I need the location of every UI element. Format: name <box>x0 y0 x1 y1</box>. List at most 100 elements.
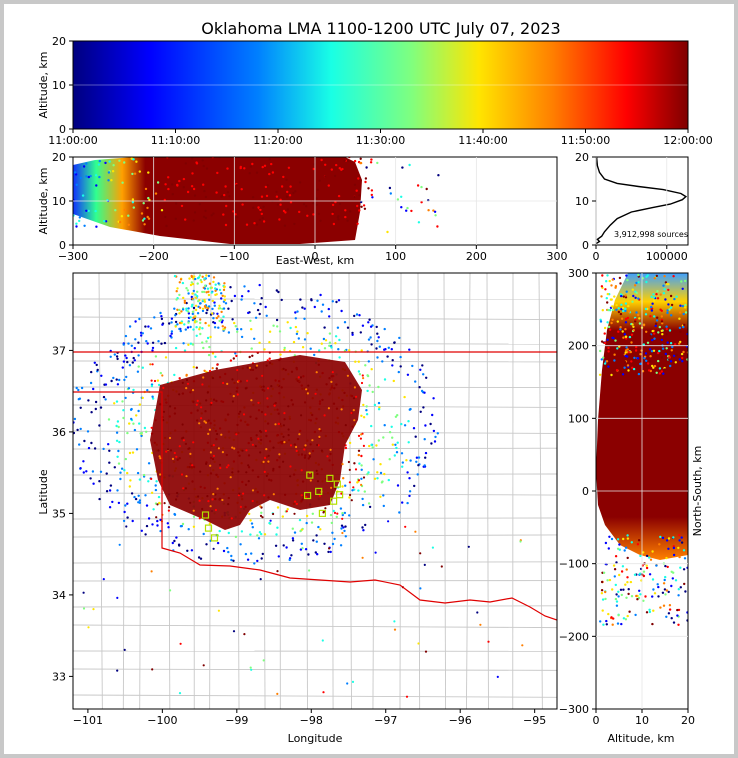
north-south-source-point <box>633 356 636 360</box>
east-west-source-point <box>286 208 289 211</box>
plan-view-xtick-label: −101 <box>73 714 103 727</box>
map-source-point <box>146 389 149 392</box>
map-source-point <box>230 558 233 562</box>
map-source-point <box>365 409 368 412</box>
map-source-point <box>337 348 340 351</box>
north-south-source-point <box>658 349 661 353</box>
east-west-source-point <box>236 216 239 219</box>
map-source-point <box>357 370 361 373</box>
north-south-source-point <box>647 369 651 372</box>
north-south-source-point <box>654 324 657 328</box>
east-west-source-point <box>271 171 275 174</box>
north-south-source-point <box>600 358 603 361</box>
map-source-point <box>218 319 221 323</box>
map-source-point <box>344 535 347 538</box>
east-west-source-point <box>89 174 92 178</box>
map-source-point <box>378 345 381 348</box>
map-source-point <box>199 470 202 473</box>
map-source-point <box>235 433 238 436</box>
map-source-point <box>250 328 253 331</box>
north-south-source-point <box>603 362 607 365</box>
map-source-point <box>166 448 170 451</box>
map-source-point <box>277 555 280 558</box>
north-south-source-point <box>648 608 651 611</box>
north-south-source-point <box>625 274 628 277</box>
map-source-point <box>169 589 172 592</box>
east-west-source-point <box>184 218 187 221</box>
map-source-point <box>218 304 221 307</box>
north-south-source-point <box>622 537 625 541</box>
north-south-source-point <box>657 585 660 589</box>
north-south-source-point <box>617 330 620 333</box>
map-source-point <box>96 368 99 372</box>
north-south-source-point <box>615 561 618 564</box>
map-source-point <box>182 439 185 442</box>
map-source-point <box>360 349 363 352</box>
map-source-point <box>192 277 195 280</box>
north-south-source-point <box>670 584 673 588</box>
north-south-source-point <box>601 309 604 312</box>
map-source-point <box>263 456 267 459</box>
north-south-source-point <box>607 365 610 368</box>
map-source-point <box>212 276 216 279</box>
east-west-source-point <box>371 196 374 199</box>
map-source-point <box>373 477 377 480</box>
east-west-source-point <box>396 198 400 201</box>
county-line <box>465 273 471 709</box>
map-source-point <box>287 434 290 437</box>
north-south-xtick-label: 20 <box>681 714 695 727</box>
east-west-source-point <box>78 219 81 223</box>
north-south-source-point <box>668 608 672 611</box>
map-source-point <box>383 378 387 381</box>
north-south-source-point <box>620 303 623 306</box>
map-source-point <box>136 370 140 373</box>
east-west-source-point <box>337 194 341 198</box>
map-source-point <box>204 321 207 325</box>
north-south-source-point <box>603 326 607 330</box>
time-altitude-xtick-label: 11:50:00 <box>561 134 610 147</box>
map-source-point <box>124 457 128 461</box>
east-west-xlabel: East-West, km <box>276 254 354 267</box>
north-south-source-point <box>657 595 660 598</box>
map-source-point <box>364 523 367 527</box>
map-source-point <box>170 330 174 333</box>
map-source-point <box>264 413 267 416</box>
east-west-source-point <box>142 202 145 205</box>
map-source-point <box>198 274 202 277</box>
county-line <box>73 316 557 320</box>
map-source-point <box>289 475 292 478</box>
east-west-source-point <box>123 161 126 164</box>
map-source-point <box>232 395 235 398</box>
map-source-point <box>376 477 379 480</box>
north-south-source-point <box>627 588 630 591</box>
east-west-source-point <box>83 224 86 227</box>
map-source-point <box>285 546 288 549</box>
map-source-point <box>408 477 411 480</box>
map-source-point <box>409 459 412 462</box>
map-source-point <box>308 452 311 455</box>
east-west-source-point <box>75 222 78 225</box>
north-south-source-point <box>610 537 614 541</box>
map-source-point <box>257 537 261 540</box>
map-source-point <box>398 336 401 340</box>
east-west-source-point <box>87 175 91 179</box>
map-source-point <box>149 363 152 366</box>
map-source-point <box>138 478 142 481</box>
north-south-source-point <box>631 366 634 369</box>
east-west-source-point <box>118 159 121 162</box>
map-source-point <box>251 526 254 529</box>
map-source-point <box>371 390 374 394</box>
east-west-source-point <box>436 225 439 228</box>
map-source-point <box>387 478 390 482</box>
north-south-source-point <box>617 614 620 617</box>
map-source-point <box>259 429 262 433</box>
map-source-point <box>379 471 383 475</box>
map-source-point <box>282 367 285 370</box>
north-south-source-point <box>665 347 668 350</box>
map-source-point <box>341 517 344 520</box>
chart-title: Oklahoma LMA 1100-1200 UTC July 07, 2023 <box>201 19 560 38</box>
east-west-source-point <box>410 209 413 213</box>
east-west-source-point <box>132 206 135 209</box>
map-source-point <box>121 366 125 369</box>
